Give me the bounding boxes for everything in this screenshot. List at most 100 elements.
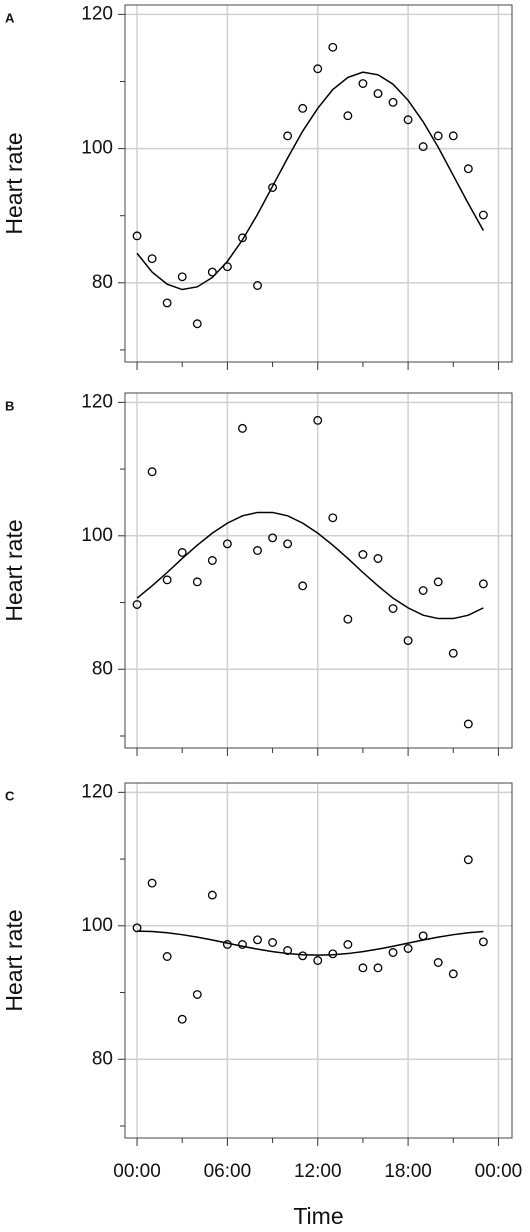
- data-point: [238, 940, 247, 949]
- plot-frame: [124, 782, 513, 1139]
- data-point: [448, 648, 458, 658]
- panel-label: C: [5, 788, 15, 803]
- data-point: [162, 952, 172, 961]
- data-point: [253, 281, 262, 290]
- data-point: [207, 267, 217, 277]
- data-point: [268, 938, 278, 947]
- data-point: [268, 183, 278, 192]
- x-tick-label: 00:00: [475, 1161, 523, 1182]
- data-point: [343, 614, 353, 624]
- data-point: [132, 231, 142, 241]
- data-point: [448, 969, 458, 979]
- data-point: [177, 272, 187, 282]
- data-point: [132, 600, 142, 609]
- data-point: [298, 581, 308, 591]
- x-axis-label: Time: [293, 1203, 343, 1229]
- data-point: [358, 963, 368, 973]
- data-point: [328, 42, 338, 52]
- data-point: [132, 923, 142, 933]
- data-point: [478, 210, 488, 220]
- data-point: [192, 990, 202, 999]
- data-point: [222, 539, 232, 549]
- data-point: [478, 937, 488, 947]
- y-axis-label: Heart rate: [1, 519, 27, 621]
- x-tick-label: 00:00: [113, 1161, 161, 1182]
- data-point: [403, 944, 413, 953]
- data-point: [358, 550, 368, 559]
- x-tick-label: 18:00: [384, 1161, 432, 1182]
- data-point: [162, 298, 172, 308]
- x-tick-label: 06:00: [204, 1161, 252, 1182]
- data-point: [343, 940, 353, 949]
- data-point: [463, 164, 473, 174]
- data-point: [253, 546, 262, 555]
- data-point: [328, 949, 338, 959]
- data-point: [418, 142, 428, 152]
- y-tick-label: 100: [81, 525, 113, 546]
- data-point: [343, 111, 353, 121]
- data-point: [313, 956, 323, 965]
- data-point: [268, 533, 278, 543]
- data-point: [222, 262, 232, 272]
- fit-line: [136, 511, 484, 620]
- data-point: [283, 539, 293, 549]
- data-point: [298, 103, 308, 113]
- y-axis-label: Heart rate: [1, 909, 27, 1011]
- plot-frame: [124, 4, 513, 363]
- panel-label: A: [5, 10, 15, 25]
- data-point: [388, 97, 398, 107]
- data-point: [177, 548, 187, 557]
- y-tick-label: 120: [81, 391, 113, 412]
- data-point: [207, 890, 217, 900]
- data-point: [313, 415, 323, 425]
- plot-frame: [124, 392, 513, 749]
- data-point: [418, 586, 428, 595]
- y-tick-label: 80: [92, 1048, 113, 1069]
- data-point: [192, 319, 202, 329]
- data-point: [448, 131, 458, 141]
- data-point: [373, 963, 383, 973]
- data-point: [222, 940, 232, 949]
- data-point: [433, 131, 443, 141]
- data-point: [283, 946, 293, 955]
- y-axis-label: Heart rate: [1, 132, 27, 234]
- data-point: [162, 575, 172, 585]
- data-point: [298, 951, 308, 961]
- fit-line: [136, 71, 485, 291]
- panel-label: B: [5, 398, 14, 413]
- data-point: [403, 115, 413, 125]
- data-point: [313, 64, 323, 74]
- data-point: [418, 931, 428, 941]
- data-point: [388, 604, 398, 613]
- y-tick-label: 80: [92, 272, 113, 293]
- data-point: [238, 423, 247, 433]
- data-point: [433, 958, 443, 967]
- data-point: [192, 577, 202, 587]
- data-point: [147, 878, 157, 888]
- data-point: [207, 556, 217, 565]
- data-point: [463, 855, 473, 865]
- y-tick-label: 100: [81, 915, 113, 936]
- data-point: [373, 89, 383, 99]
- data-point: [147, 254, 157, 264]
- data-point: [388, 948, 398, 957]
- data-point: [433, 577, 443, 587]
- fit-line: [137, 930, 484, 956]
- data-point: [373, 554, 383, 563]
- data-point: [463, 719, 473, 729]
- x-tick-label: 12:00: [294, 1161, 342, 1182]
- data-point: [358, 79, 368, 88]
- data-point: [238, 233, 247, 243]
- y-tick-label: 120: [81, 781, 113, 802]
- data-point: [403, 636, 413, 646]
- data-point: [147, 467, 157, 477]
- y-tick-label: 80: [92, 658, 113, 679]
- data-point: [478, 579, 488, 589]
- data-point: [283, 131, 293, 141]
- y-tick-label: 120: [81, 3, 113, 24]
- y-tick-label: 100: [81, 138, 113, 159]
- data-point: [253, 935, 262, 945]
- data-point: [328, 513, 338, 523]
